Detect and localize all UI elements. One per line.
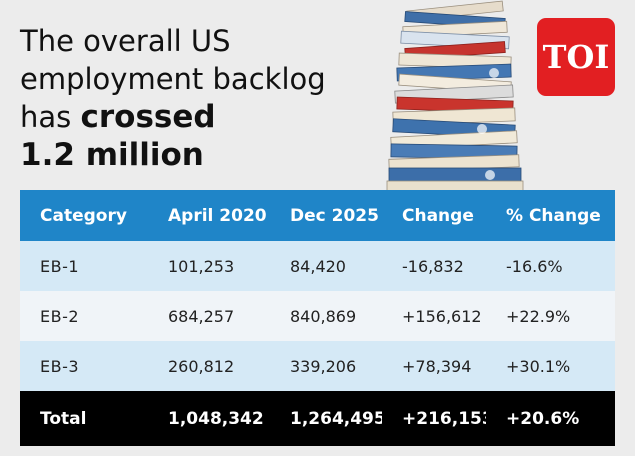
column-header-change: Change bbox=[402, 205, 474, 226]
cell-percent-change: +30.1% bbox=[506, 356, 571, 376]
cell-change: -16,832 bbox=[402, 256, 464, 276]
cell-percent-change: +22.9% bbox=[506, 306, 571, 326]
column-header-percent-change: % Change bbox=[506, 205, 601, 226]
toi-logo: TOI bbox=[537, 18, 615, 96]
column-header-april-2020: April 2020 bbox=[168, 205, 267, 226]
cell-category: EB-2 bbox=[40, 306, 80, 326]
cell-change: +78,394 bbox=[402, 356, 472, 376]
cell-april-2020: 684,257 bbox=[168, 306, 235, 326]
cell-dec-2025: 84,420 bbox=[290, 256, 346, 276]
cell-percent-change: -16.6% bbox=[506, 256, 563, 276]
stack-of-files-icon bbox=[385, 0, 535, 196]
headline-line-3: has crossed bbox=[20, 98, 390, 136]
cell-change: +156,612 bbox=[402, 306, 482, 326]
total-label: Total bbox=[40, 408, 87, 429]
cell-category: EB-1 bbox=[40, 256, 80, 276]
table-total-row: Total 1,048,342 1,264,495 +216,153 +20.6… bbox=[20, 391, 615, 446]
total-dec-2025: 1,264,495 bbox=[290, 408, 382, 429]
column-header-category: Category bbox=[40, 205, 127, 226]
headline-emphasis: crossed bbox=[80, 99, 216, 135]
headline-line-3-prefix: has bbox=[20, 100, 81, 134]
cell-april-2020: 101,253 bbox=[168, 256, 235, 276]
cell-category: EB-3 bbox=[40, 356, 80, 376]
backlog-table: Category April 2020 Dec 2025 Change % Ch… bbox=[20, 190, 615, 446]
total-change: +216,153 bbox=[402, 408, 486, 429]
table-row: EB-1 101,253 84,420 -16,832 -16.6% bbox=[20, 241, 615, 291]
total-percent-change: +20.6% bbox=[506, 408, 580, 429]
headline-line-1: The overall US bbox=[20, 24, 231, 58]
logo-text: TOI bbox=[543, 38, 610, 76]
cell-april-2020: 260,812 bbox=[168, 356, 235, 376]
headline-figure: 1.2 million bbox=[20, 137, 204, 173]
cell-dec-2025: 339,206 bbox=[290, 356, 357, 376]
cell-dec-2025: 840,869 bbox=[290, 306, 357, 326]
total-april-2020: 1,048,342 bbox=[168, 408, 264, 429]
headline-line-2: employment backlog bbox=[20, 62, 326, 96]
table-row: EB-2 684,257 840,869 +156,612 +22.9% bbox=[20, 291, 615, 341]
table-header-row: Category April 2020 Dec 2025 Change % Ch… bbox=[20, 190, 615, 241]
table-row: EB-3 260,812 339,206 +78,394 +30.1% bbox=[20, 341, 615, 391]
column-header-dec-2025: Dec 2025 bbox=[290, 205, 379, 226]
headline: The overall US employment backlog has cr… bbox=[20, 22, 390, 174]
